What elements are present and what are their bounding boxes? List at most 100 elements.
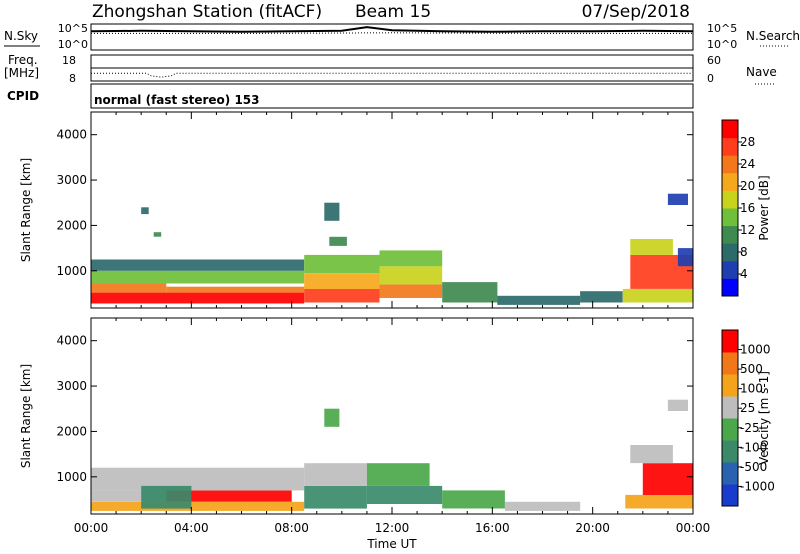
nsearch-label: N.Search [746, 29, 800, 43]
velocity-cbar-tick: -500 [740, 460, 767, 474]
power-cbar-tick: 24 [740, 157, 755, 171]
nave-tick-top: 60 [707, 54, 721, 67]
nsky-series-line [90, 26, 694, 33]
power-cell [141, 207, 149, 215]
power-cell [622, 288, 693, 303]
power-cbar-segment [722, 155, 738, 174]
velocity-cell [141, 485, 192, 509]
power-cell [497, 295, 581, 305]
velocity-cbar-tick: 25 [740, 401, 755, 415]
nsearch-tick-top: 10^5 [707, 22, 737, 35]
velocity-ytick-label: 3000 [56, 379, 87, 393]
power-cell [304, 288, 380, 303]
velocity-panel: 4000 3000 2000 1000 [56, 317, 694, 515]
velocity-cell [667, 399, 688, 411]
x-tick-label: 08:00 [274, 521, 309, 535]
power-cbar-segment [722, 208, 738, 227]
velocity-cell [91, 467, 305, 491]
nave-label: Nave [746, 65, 777, 79]
freq-tick-top: 18 [62, 54, 76, 67]
power-cell [442, 282, 498, 303]
power-cell [91, 283, 167, 293]
freq-series-line [91, 72, 693, 78]
power-cell [91, 259, 305, 271]
velocity-cell [366, 485, 443, 504]
power-cbar-tick: 16 [740, 201, 755, 215]
velocity-cell [504, 501, 581, 511]
cpid-label: CPID [7, 89, 39, 103]
velocity-ytick-label: 2000 [56, 424, 87, 438]
power-ylabel: Slant Range [km] [19, 158, 33, 262]
cpid-text: normal (fast stereo) 153 [94, 93, 260, 107]
power-cell [304, 273, 380, 289]
x-axis-label: Time UT [366, 537, 417, 551]
beam-title: Beam 15 [355, 2, 431, 22]
power-cbar-tick: 12 [740, 223, 755, 237]
power-ytick-label: 1000 [56, 264, 87, 278]
power-cell [304, 254, 380, 273]
velocity-cbar-segment [722, 440, 738, 463]
nsky-tick-top: 10^5 [58, 22, 88, 35]
power-cell [324, 202, 340, 221]
velocity-ylabel: Slant Range [km] [19, 364, 33, 468]
velocity-cbar-tick: 1000 [740, 343, 771, 357]
power-cbar-label: Power [dB] [757, 175, 771, 240]
nsky-tick-bottom: 10^0 [58, 38, 88, 51]
velocity-cbar-tick: -1000 [740, 479, 775, 493]
power-cell [667, 193, 688, 205]
power-cell [379, 266, 443, 285]
power-ytick-label: 3000 [56, 173, 87, 187]
power-cell [166, 286, 305, 293]
velocity-cbar-segment [722, 396, 738, 419]
velocity-cell [304, 485, 367, 509]
velocity-cbar-segment [722, 352, 738, 375]
power-cbar-tick: 28 [740, 135, 755, 149]
power-cell [379, 284, 443, 298]
freq-panel: Freq. [MHz] 18 8 60 0 Nave [4, 53, 777, 85]
power-cbar-segment [722, 278, 738, 297]
freq-tick-bottom: 8 [69, 72, 76, 85]
velocity-cbar-tick: 100 [740, 382, 763, 396]
velocity-cell [442, 490, 505, 509]
power-cell [630, 239, 673, 255]
power-panel: 4000 3000 2000 1000 [56, 111, 694, 309]
x-tick-label: 00:00 [676, 521, 711, 535]
power-cell [153, 232, 162, 237]
velocity-colorbar: 1000 500 100 25 -25 -100 -500 -1000 Velocity [m… [721, 329, 775, 507]
station-title: Zhongshan Station (fitACF) [92, 2, 322, 22]
power-cell [379, 250, 443, 267]
nsearch-series-line [91, 32, 693, 34]
nsky-label: N.Sky [4, 29, 38, 43]
nsearch-tick-bottom: 10^0 [707, 38, 737, 51]
power-cell [677, 248, 693, 267]
x-tick-label: 12:00 [375, 521, 410, 535]
freq-label: Freq. [8, 53, 38, 67]
power-cbar-segment [722, 137, 738, 156]
power-colorbar: 28 24 20 16 12 8 4 Power [dB] [721, 119, 771, 297]
power-cbar-tick: 8 [740, 245, 748, 259]
power-ytick-label: 4000 [56, 128, 87, 142]
velocity-cbar-segment [722, 462, 738, 485]
velocity-cbar-tick: 500 [740, 362, 763, 376]
velocity-cell [625, 494, 693, 509]
x-tick-label: 04:00 [174, 521, 209, 535]
nave-tick-bottom: 0 [707, 72, 714, 85]
power-cbar-segment [722, 120, 738, 139]
velocity-cell [91, 490, 167, 502]
velocity-ytick-label: 4000 [56, 334, 87, 348]
freq-unit: [MHz] [4, 66, 39, 80]
x-tick-label: 20:00 [575, 521, 610, 535]
power-cbar-segment [722, 260, 738, 279]
power-cbar-segment [722, 243, 738, 262]
velocity-cell [91, 501, 305, 511]
power-cell [580, 291, 623, 303]
power-cbar-tick: 4 [740, 267, 748, 281]
x-tick-label: 16:00 [475, 521, 510, 535]
power-cell [91, 292, 305, 304]
velocity-cell [366, 463, 430, 486]
power-cell [91, 270, 305, 284]
cpid-row: CPID normal (fast stereo) 153 [7, 83, 694, 109]
power-cbar-segment [722, 225, 738, 244]
power-cbar-segment [722, 190, 738, 209]
